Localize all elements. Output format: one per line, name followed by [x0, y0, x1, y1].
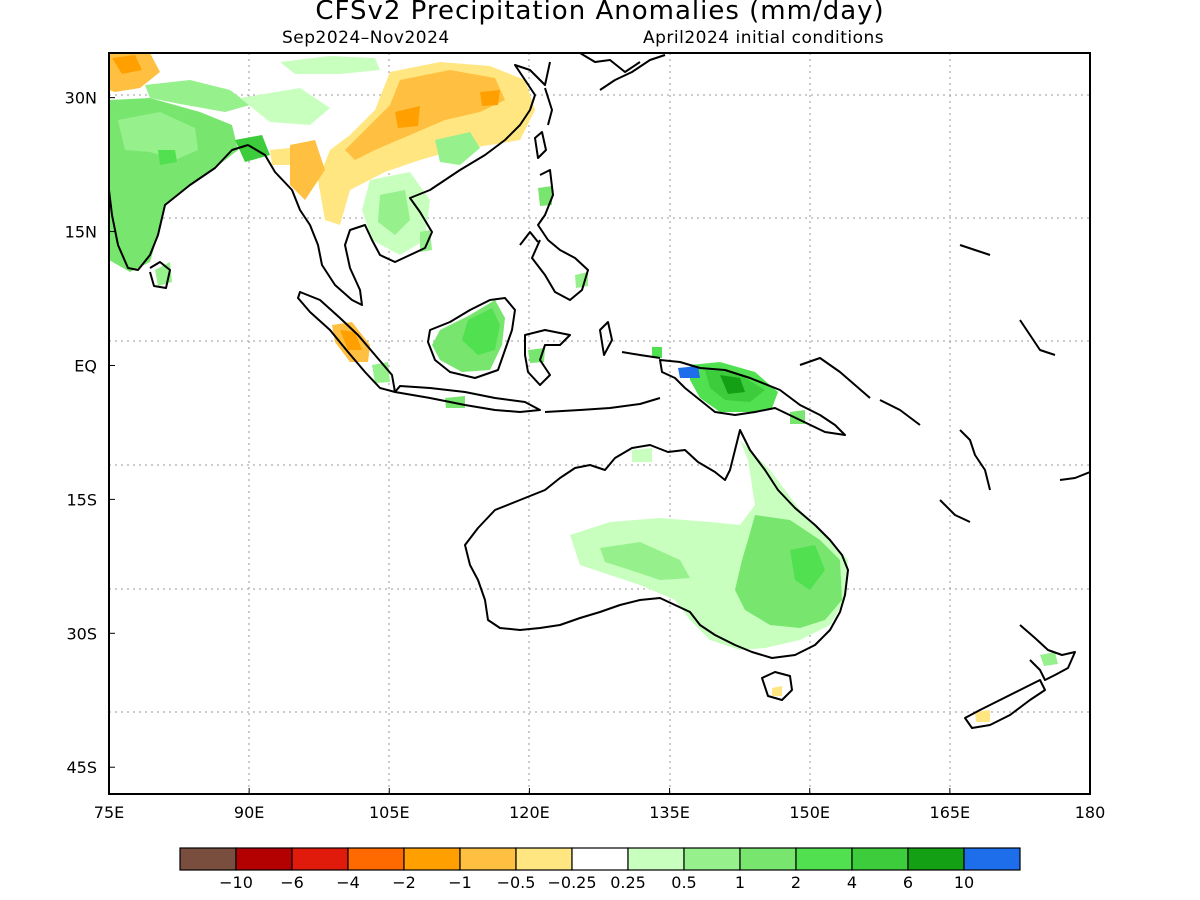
lon-tick-label: 165E	[930, 803, 971, 822]
lat-tick-label: 30S	[66, 624, 97, 643]
legend-label: 1	[735, 873, 745, 892]
legend-swatch	[963, 847, 1021, 871]
legend-label: 2	[791, 873, 801, 892]
legend-label: −4	[336, 873, 360, 892]
latitude-axis: 30N 15N EQ 15S 30S 45S	[65, 89, 115, 777]
grid-lines	[109, 53, 1090, 794]
legend-label: 4	[847, 873, 857, 892]
legend-swatch	[179, 847, 237, 871]
lon-tick-label: 135E	[649, 803, 690, 822]
legend-label: −1	[448, 873, 472, 892]
legend-label: 0.25	[610, 873, 646, 892]
longitude-axis: 75E 90E 105E 120E 135E 150E 165E 180	[94, 788, 1106, 822]
lon-tick-label: 150E	[789, 803, 830, 822]
lat-tick-label: EQ	[74, 356, 97, 375]
map-frame	[108, 52, 1091, 795]
legend-swatch	[683, 847, 741, 871]
lon-tick-label: 75E	[94, 803, 124, 822]
initial-conditions: April2024 initial conditions	[643, 28, 885, 48]
legend-swatch	[403, 847, 461, 871]
legend-swatch	[739, 847, 797, 871]
coastlines	[109, 53, 1090, 729]
legend-swatch	[851, 847, 909, 871]
legend-swatch	[347, 847, 405, 871]
lon-tick-label: 105E	[369, 803, 410, 822]
legend-label: −0.25	[547, 873, 596, 892]
lat-tick-label: 15N	[65, 223, 97, 242]
map-title: CFSv2 Precipitation Anomalies (mm/day)	[315, 0, 885, 26]
color-legend: −10 −6 −4 −2 −1 −0.5 −0.25 0.25 0.5 1 2 4 6 10	[179, 847, 1021, 892]
legend-swatch	[907, 847, 965, 871]
legend-swatch	[627, 847, 685, 871]
legend-label: −6	[280, 873, 304, 892]
lon-tick-label: 180	[1075, 803, 1106, 822]
legend-swatch	[235, 847, 293, 871]
lon-tick-label: 120E	[509, 803, 550, 822]
legend-swatch	[515, 847, 573, 871]
lat-tick-label: 45S	[66, 758, 97, 777]
legend-label: −10	[219, 873, 253, 892]
valid-period: Sep2024–Nov2024	[282, 28, 450, 48]
legend-swatch	[291, 847, 349, 871]
legend-label: 0.5	[671, 873, 696, 892]
legend-label: −2	[392, 873, 416, 892]
legend-swatch	[571, 847, 629, 871]
legend-swatch	[795, 847, 853, 871]
lon-tick-label: 90E	[234, 803, 264, 822]
lat-tick-label: 30N	[65, 89, 97, 108]
legend-label: −0.5	[497, 873, 536, 892]
lat-tick-label: 15S	[66, 490, 97, 509]
anomaly-shading	[109, 53, 1058, 722]
legend-label: 10	[954, 873, 974, 892]
legend-label: 6	[903, 873, 913, 892]
legend-swatch	[459, 847, 517, 871]
